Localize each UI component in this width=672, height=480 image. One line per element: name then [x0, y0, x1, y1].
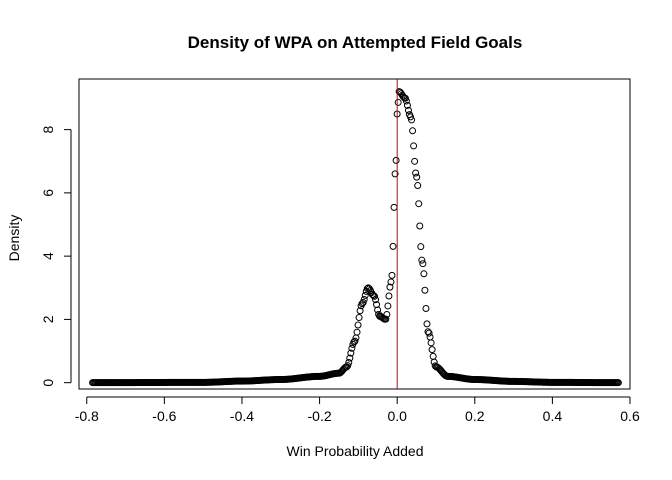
data-point [343, 363, 351, 371]
data-point [390, 203, 398, 211]
x-tick-label: -0.6 [152, 408, 176, 424]
data-point [368, 290, 376, 298]
data-points [89, 88, 622, 387]
data-point [350, 338, 358, 346]
data-point [373, 301, 381, 309]
data-point [415, 200, 423, 208]
data-point [423, 320, 431, 328]
data-point [387, 278, 395, 286]
data-point [383, 311, 391, 319]
data-point [403, 101, 411, 109]
data-point [408, 116, 416, 124]
data-point [356, 307, 364, 315]
x-tick-label: 0.6 [620, 408, 640, 424]
x-axis-label: Win Probability Added [287, 443, 424, 459]
data-point [358, 300, 366, 308]
data-point [371, 292, 379, 300]
data-point [614, 379, 622, 387]
x-tick-label: 0.0 [387, 408, 407, 424]
data-point [429, 352, 437, 360]
x-tick-label: 0.4 [543, 408, 563, 424]
x-tick-label: -0.2 [308, 408, 332, 424]
data-point [417, 243, 425, 251]
y-tick-label: 2 [40, 315, 56, 323]
data-point [384, 302, 392, 310]
data-point [348, 344, 356, 352]
x-axis: -0.8 -0.6 -0.4 -0.2 0.0 0.2 0.4 0.6 [75, 396, 640, 424]
data-point [374, 306, 382, 314]
data-point [419, 260, 427, 268]
data-point [386, 283, 394, 291]
data-point [344, 362, 352, 370]
x-tick-label: -0.8 [75, 408, 99, 424]
data-point [426, 333, 434, 341]
data-point [420, 270, 428, 278]
data-point [354, 321, 362, 329]
data-point [385, 292, 393, 300]
y-axis: 0 2 4 6 8 [40, 126, 72, 387]
y-tick-label: 0 [40, 379, 56, 387]
data-point [404, 106, 412, 114]
data-point [365, 285, 373, 293]
data-point [409, 127, 417, 135]
data-point [392, 156, 400, 164]
y-tick-label: 6 [40, 189, 56, 197]
data-point [391, 170, 399, 178]
data-point [416, 222, 424, 230]
y-tick-label: 8 [40, 126, 56, 134]
data-point [413, 173, 421, 181]
data-point [359, 299, 367, 307]
data-point [402, 97, 410, 105]
data-point [418, 256, 426, 264]
data-point [389, 242, 397, 250]
data-point [345, 359, 353, 367]
data-point [346, 354, 354, 362]
data-point [407, 113, 415, 121]
data-point [360, 295, 368, 303]
y-tick-label: 4 [40, 252, 56, 260]
data-point [369, 292, 377, 300]
data-point [428, 346, 436, 354]
data-point [355, 314, 363, 322]
data-point [372, 296, 380, 304]
data-point [411, 157, 419, 165]
data-point [427, 339, 435, 347]
data-point [394, 98, 402, 106]
data-point [412, 169, 420, 177]
data-point [410, 142, 418, 150]
data-point [382, 315, 390, 323]
data-point [361, 291, 369, 299]
data-point [388, 271, 396, 279]
data-point [414, 182, 422, 190]
data-point [422, 304, 430, 312]
data-point [351, 337, 359, 345]
data-point [347, 349, 355, 357]
y-axis-label: Density [6, 215, 22, 262]
chart-title: Density of WPA on Attempted Field Goals [188, 33, 523, 52]
plot-frame [78, 78, 631, 390]
data-point [379, 314, 387, 322]
x-tick-label: 0.2 [465, 408, 485, 424]
data-point [353, 328, 361, 336]
data-point [421, 286, 429, 294]
data-point [425, 329, 433, 337]
x-tick-label: -0.4 [230, 408, 254, 424]
